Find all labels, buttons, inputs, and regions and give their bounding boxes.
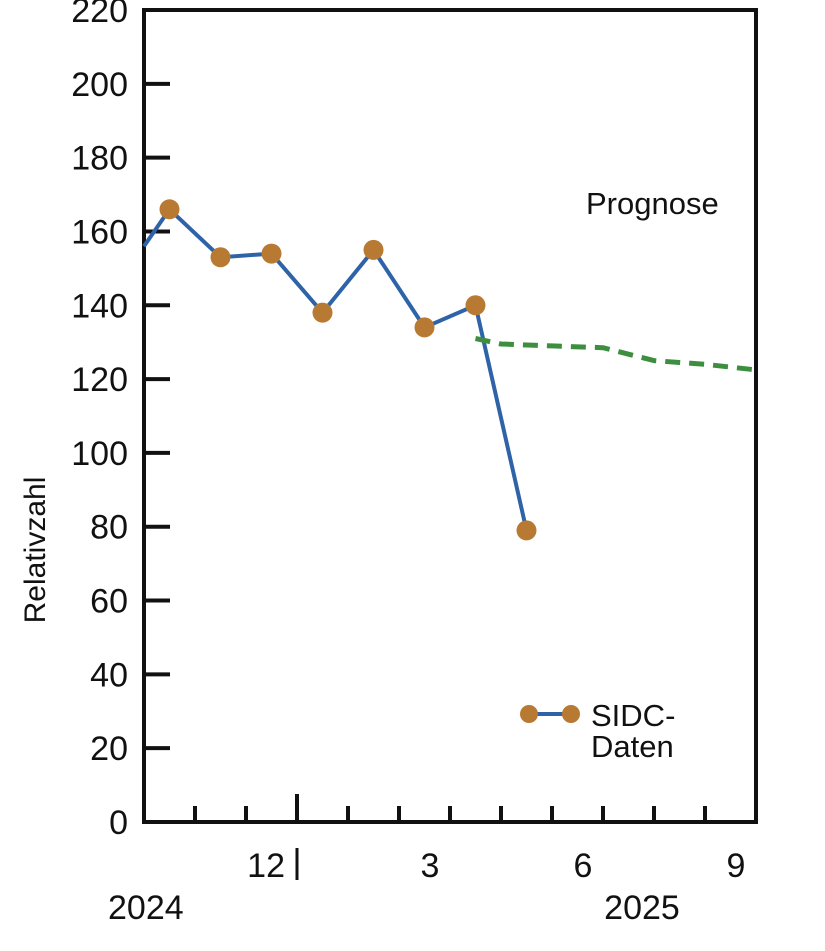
data-point (465, 295, 486, 316)
data-point (414, 317, 435, 338)
legend-label-line2: Daten (591, 729, 674, 764)
y-tick-label: 140 (71, 287, 128, 325)
y-tick-label: 0 (109, 804, 128, 842)
data-point (261, 243, 282, 264)
data-point (210, 247, 231, 268)
forecast-line (474, 336, 757, 373)
data-point (363, 239, 384, 260)
y-tick-label: 220 (71, 0, 128, 30)
year-label: 2024 (108, 889, 184, 927)
series-layer (142, 199, 757, 541)
axis-layer: 0 20 40 60 80 100 120 140 160 180 200 220 12 3 6 9 2024 2… (71, 0, 758, 927)
legend-marker-right (562, 705, 580, 723)
sidc-data-line (142, 207, 529, 531)
x-tick-label: 12 (247, 847, 285, 885)
y-tick-label: 160 (71, 213, 128, 251)
y-tick-label: 80 (90, 509, 128, 547)
year-label: 2025 (604, 889, 680, 927)
y-axis-label: Relativzahl (19, 477, 52, 624)
y-tick-label: 60 (90, 583, 128, 621)
x-tick-label: 3 (421, 847, 440, 885)
legend-marker-left (520, 705, 538, 723)
y-tick-label: 120 (71, 361, 128, 399)
label-layer: Relativzahl Prognose SIDC- Daten (19, 186, 719, 764)
data-point (159, 199, 180, 220)
y-tick-label: 20 (90, 730, 128, 768)
y-tick-label: 40 (90, 656, 128, 694)
prognose-label: Prognose (586, 186, 719, 221)
y-tick-label: 180 (71, 140, 128, 178)
x-tick-label: 6 (574, 847, 593, 885)
data-point (516, 520, 537, 541)
y-tick-label: 200 (71, 66, 128, 104)
x-tick-label: 9 (727, 847, 746, 885)
data-point (312, 302, 333, 323)
legend-label-line1: SIDC- (591, 698, 675, 733)
y-tick-label: 100 (71, 435, 128, 473)
